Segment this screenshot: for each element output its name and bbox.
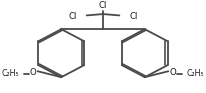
Text: Cl: Cl	[129, 12, 138, 21]
Text: O: O	[30, 68, 36, 77]
Text: Cl: Cl	[99, 1, 107, 10]
Text: C₂H₅: C₂H₅	[1, 69, 19, 78]
Text: O: O	[170, 68, 176, 77]
Text: Cl: Cl	[68, 12, 77, 21]
Text: C₂H₅: C₂H₅	[187, 69, 205, 78]
